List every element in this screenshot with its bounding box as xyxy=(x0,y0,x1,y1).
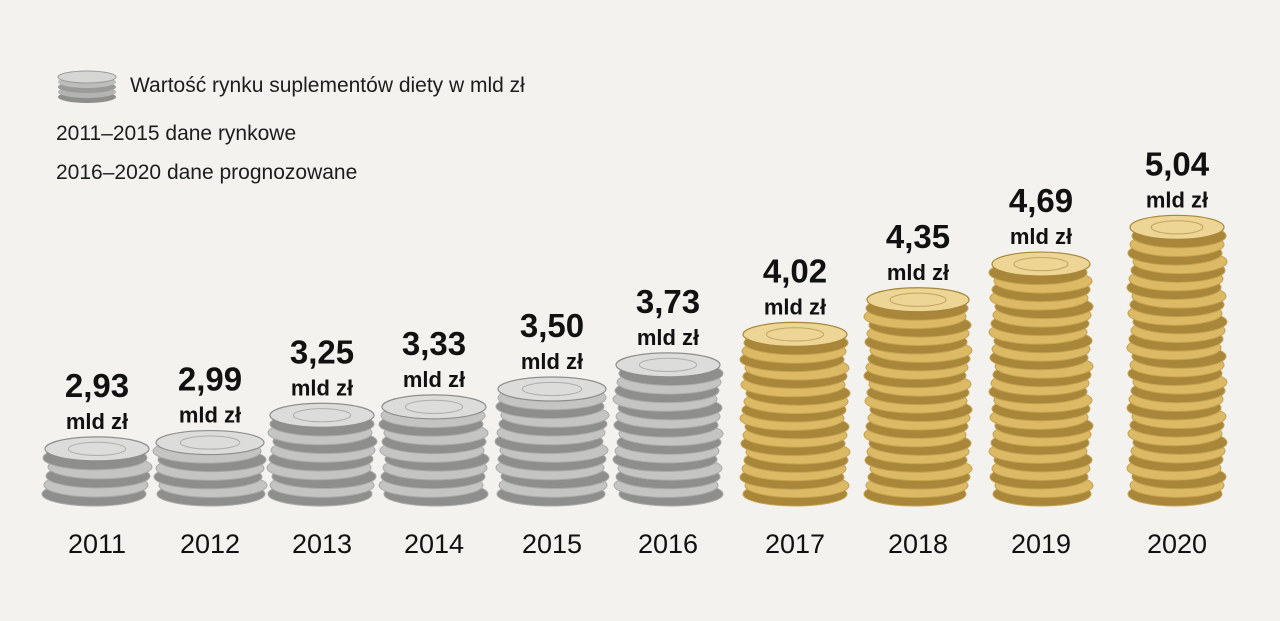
coin-top xyxy=(269,402,375,428)
unit-label: mld zł xyxy=(1010,224,1072,249)
category-label: 2015 xyxy=(522,529,582,559)
coin-emblem xyxy=(292,408,352,423)
value-label: 3,73 xyxy=(636,283,700,320)
coin-top xyxy=(866,287,970,313)
coin-top xyxy=(155,429,265,456)
bar-2020 xyxy=(1126,214,1228,507)
coin-top xyxy=(381,394,487,420)
bar-2019 xyxy=(988,251,1094,507)
value-label: 2,93 xyxy=(65,367,129,404)
unit-label: mld zł xyxy=(403,367,465,392)
value-label: 5,04 xyxy=(1145,145,1210,182)
legend-item: Wartość rynku suplementów diety w mld zł xyxy=(56,68,525,104)
bar-2018 xyxy=(863,287,973,507)
unit-label: mld zł xyxy=(521,349,583,374)
coin-emblem xyxy=(1013,256,1069,272)
coin-emblem xyxy=(179,435,241,450)
coin-top xyxy=(615,352,721,378)
coin-emblem xyxy=(521,381,583,397)
unit-label: mld zł xyxy=(764,294,826,319)
coin-top xyxy=(742,321,848,347)
category-label: 2014 xyxy=(404,529,464,559)
unit-label: mld zł xyxy=(291,375,353,400)
coin-emblem xyxy=(765,327,825,342)
bar-2014 xyxy=(378,394,490,507)
value-label: 3,33 xyxy=(402,325,466,362)
value-label: 3,50 xyxy=(520,307,584,344)
bar-2013 xyxy=(266,402,378,507)
category-label: 2018 xyxy=(888,529,948,559)
value-label: 3,25 xyxy=(290,333,354,370)
coin-stack-icon xyxy=(57,70,117,103)
unit-label: mld zł xyxy=(1146,187,1208,212)
coin-top xyxy=(44,436,150,462)
unit-label: mld zł xyxy=(66,409,128,434)
category-label: 2020 xyxy=(1147,529,1207,559)
value-label: 2,99 xyxy=(178,361,242,398)
category-label: 2017 xyxy=(765,529,825,559)
value-label: 4,02 xyxy=(763,252,827,289)
value-label: 4,35 xyxy=(886,218,950,255)
coin-emblem xyxy=(404,399,464,414)
note-forecast-data: 2016–2020 dane prognozowane xyxy=(56,161,358,184)
bar-2016 xyxy=(612,352,724,507)
bar-2011 xyxy=(41,436,153,507)
coin-top xyxy=(497,376,607,402)
bar-2012 xyxy=(152,429,268,507)
coin-emblem xyxy=(638,357,698,372)
category-label: 2013 xyxy=(292,529,352,559)
note-market-data: 2011–2015 dane rynkowe xyxy=(56,122,297,145)
category-label: 2019 xyxy=(1011,529,1071,559)
value-label: 4,69 xyxy=(1009,182,1073,219)
unit-label: mld zł xyxy=(637,325,699,350)
coin-emblem xyxy=(67,441,127,456)
bar-2015 xyxy=(494,376,610,507)
category-label: 2011 xyxy=(68,529,126,559)
category-label: 2016 xyxy=(638,529,698,559)
legend-label: Wartość rynku suplementów diety w mld zł xyxy=(130,74,525,97)
category-label: 2012 xyxy=(180,529,240,559)
coin-emblem xyxy=(1150,220,1204,235)
bar-2017 xyxy=(739,321,851,507)
coin-top xyxy=(1129,214,1225,240)
unit-label: mld zł xyxy=(179,403,241,428)
coin-top xyxy=(991,251,1091,277)
unit-label: mld zł xyxy=(887,260,949,285)
coin-emblem xyxy=(889,292,947,307)
